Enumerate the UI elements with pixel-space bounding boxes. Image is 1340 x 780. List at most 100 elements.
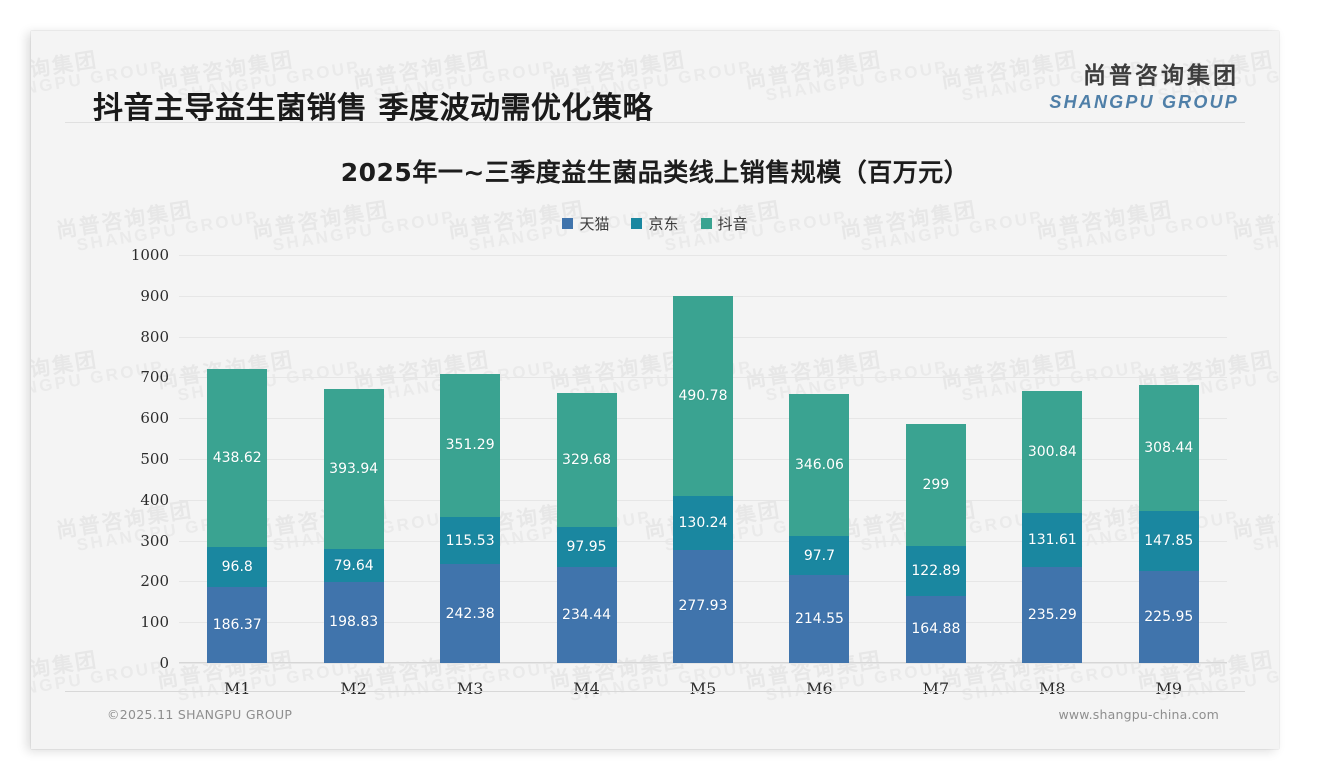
bar-value-label: 346.06 [794, 457, 844, 474]
bar-value-label: 235.29 [1027, 607, 1077, 623]
bar-segment-jd[interactable]: 131.61 [1022, 513, 1083, 568]
bar-segment-tmall[interactable]: 277.93 [673, 549, 733, 663]
bar-group-m5[interactable]: 277.93 130.24 490.78 M5 [673, 296, 733, 698]
bar-segment-tmall[interactable]: 186.37 [207, 586, 268, 663]
bar-segment-douyin[interactable]: 300.84 [1022, 390, 1083, 514]
bar-segment-tmall[interactable]: 225.95 [1138, 570, 1199, 663]
bar-segment-jd[interactable]: 130.24 [673, 496, 733, 550]
brand-logo-chinese: 尚普咨询集团 [1083, 63, 1239, 89]
bar-segment-douyin[interactable]: 438.62 [207, 368, 268, 548]
footer-copyright: ©2025.11 SHANGPU GROUP [107, 707, 293, 722]
chart-legend: 天猫 京东 抖音 [31, 213, 1279, 234]
y-axis-tick-label: 800 [140, 327, 169, 346]
bar-value-label: 97.95 [566, 539, 607, 556]
bar-value-label: 393.94 [329, 461, 379, 478]
legend-item-douyin[interactable]: 抖音 [700, 213, 748, 234]
bar-segment-jd[interactable]: 97.95 [556, 527, 617, 568]
legend-label: 京东 [648, 215, 679, 233]
bar-segment-tmall[interactable]: 198.83 [323, 581, 384, 663]
bar-group-m3[interactable]: 242.38 115.53 351.29 M3 [440, 373, 501, 698]
bar-value-label: 277.93 [678, 598, 728, 615]
footer-divider [65, 691, 1245, 692]
y-axis-tick-label: 500 [140, 450, 169, 468]
bar-value-label: 122.89 [911, 562, 961, 579]
bar-value-label: 186.37 [212, 616, 262, 633]
gridline [179, 663, 1227, 664]
bar-group-m7[interactable]: 164.88 122.89 299 M7 [905, 423, 966, 698]
x-axis-tick-label: M7 [922, 679, 950, 698]
bar-segment-jd[interactable]: 97.7 [789, 535, 850, 576]
y-axis-tick-label: 200 [140, 572, 169, 591]
bar-value-label: 299 [922, 476, 950, 493]
bar-group-m4[interactable]: 234.44 97.95 329.68 M4 [556, 392, 617, 698]
bar-value-label: 351.29 [445, 437, 495, 454]
bar-segment-jd[interactable]: 79.64 [323, 549, 384, 582]
x-axis-tick-label: M6 [806, 679, 833, 698]
bar-value-label: 225.95 [1144, 608, 1194, 625]
bar-value-label: 198.83 [329, 614, 379, 631]
legend-swatch-icon [631, 218, 643, 229]
legend-swatch-icon [562, 218, 574, 229]
slide-header: 抖音主导益生菌销售 季度波动需优化策略 尚普咨询集团 SHANGPU GROUP [31, 31, 1279, 127]
x-axis-tick-label: M1 [223, 679, 251, 698]
bar-value-label: 438.62 [212, 450, 262, 466]
bar-segment-douyin[interactable]: 393.94 [323, 388, 384, 550]
slide-footer: ©2025.11 SHANGPU GROUP www.shangpu-china… [31, 691, 1279, 749]
bar-group-m6[interactable]: 214.55 97.7 346.06 M6 [789, 394, 850, 698]
bar-value-label: 147.85 [1144, 532, 1194, 549]
x-axis-tick-label: M5 [689, 679, 717, 698]
bar-group-m8[interactable]: 235.29 131.61 300.84 M8 [1022, 390, 1083, 698]
bar-value-label: 329.68 [562, 452, 612, 469]
bar-value-label: 164.88 [911, 621, 961, 638]
bar-segment-douyin[interactable]: 329.68 [556, 392, 617, 528]
bar-segment-tmall[interactable]: 235.29 [1022, 567, 1083, 663]
x-axis-tick-label: M9 [1155, 679, 1183, 698]
y-axis-tick-label: 1000 [130, 246, 169, 264]
x-axis-tick-label: M4 [573, 679, 600, 698]
y-axis-tick-label: 0 [159, 654, 169, 672]
bar-segment-douyin[interactable]: 351.29 [440, 373, 501, 517]
legend-label: 抖音 [717, 215, 748, 233]
bar-segment-tmall[interactable]: 242.38 [440, 564, 501, 663]
bar-segment-douyin[interactable]: 308.44 [1138, 384, 1199, 511]
bar-segment-tmall[interactable]: 214.55 [789, 575, 850, 663]
bar-segment-douyin[interactable]: 299 [905, 423, 966, 546]
gridline [179, 255, 1227, 256]
bar-value-label: 79.64 [333, 557, 374, 574]
x-axis-tick-label: M8 [1039, 679, 1066, 698]
bar-value-label: 96.8 [221, 559, 253, 576]
chart-title: 2025年一~三季度益生菌品类线上销售规模（百万元） [340, 158, 970, 187]
bar-group-m2[interactable]: 198.83 79.64 393.94 M2 [323, 388, 384, 698]
bar-segment-tmall[interactable]: 164.88 [905, 595, 966, 663]
brand-logo-english: SHANGPU GROUP [1049, 92, 1239, 112]
slide-card: 尚普咨询集团 SHANGPU GROUP 尚普咨询集团 SHANGPU GROUP 尚普… [31, 31, 1279, 749]
plot-area: 0 100 200 300 400 500 600 700 800 900 1000 186.37 96… [131, 246, 1227, 698]
y-axis-tick-label: 700 [140, 368, 169, 387]
bar-segment-douyin[interactable]: 346.06 [789, 394, 850, 536]
footer-website[interactable]: www.shangpu-china.com [1058, 707, 1219, 722]
bar-segment-jd[interactable]: 122.89 [905, 545, 966, 596]
bar-value-label: 300.84 [1027, 443, 1077, 460]
y-axis-tick-label: 900 [140, 286, 169, 305]
bar-value-label: 131.61 [1027, 532, 1077, 549]
bar-group-m9[interactable]: 225.95 147.85 308.44 M9 [1138, 384, 1199, 698]
bar-group-m1[interactable]: 186.37 96.8 438.62 M1 [207, 368, 268, 698]
bar-value-label: 234.44 [562, 607, 612, 624]
bar-segment-jd[interactable]: 96.8 [207, 547, 268, 587]
legend-swatch-icon [700, 218, 712, 229]
bar-segment-jd[interactable]: 147.85 [1138, 510, 1199, 571]
bar-segment-jd[interactable]: 115.53 [440, 516, 501, 565]
chart-area: 0 100 200 300 400 500 600 700 800 900 1000 186.37 96… [31, 31, 1279, 749]
bar-value-label: 115.53 [445, 532, 495, 549]
brand-logo: 尚普咨询集团 SHANGPU GROUP [1049, 63, 1239, 112]
y-axis-tick-label: 400 [140, 490, 169, 509]
y-axis-tick-label: 600 [140, 409, 169, 428]
legend-item-jd[interactable]: 京东 [631, 213, 679, 234]
legend-item-tmall[interactable]: 天猫 [562, 213, 609, 234]
bar-segment-tmall[interactable]: 234.44 [556, 567, 617, 663]
page-title: 抖音主导益生菌销售 季度波动需优化策略 [93, 91, 653, 126]
bar-value-label: 490.78 [678, 388, 728, 405]
bar-segment-douyin[interactable]: 490.78 [673, 296, 733, 497]
bar-value-label: 97.7 [803, 547, 836, 564]
x-axis-tick-label: M3 [456, 679, 484, 698]
